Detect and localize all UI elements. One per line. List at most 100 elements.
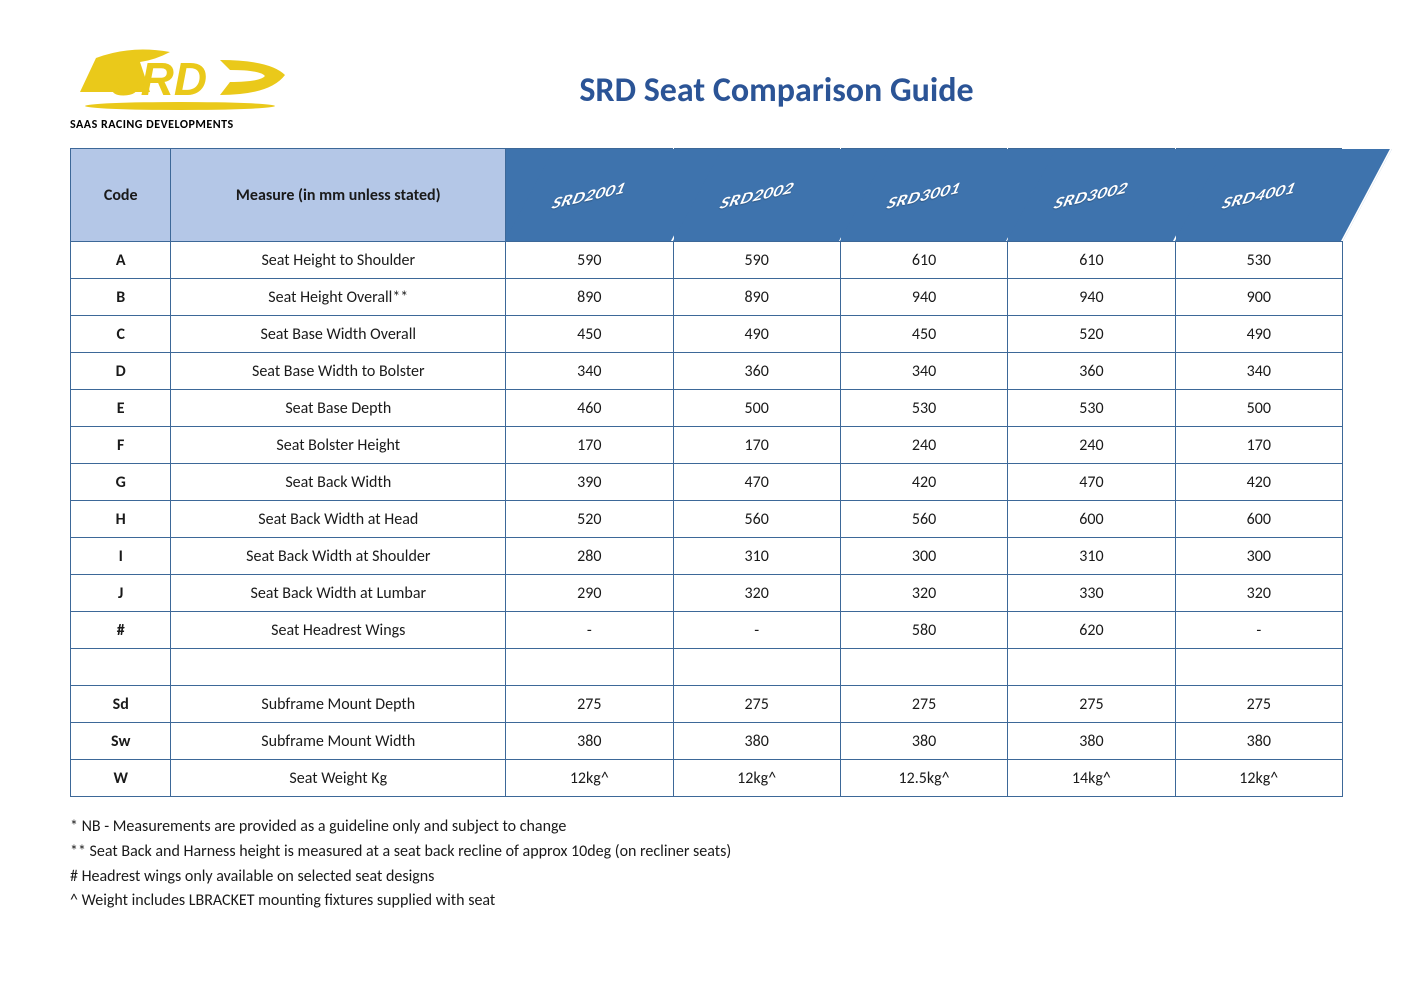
svg-text:SRD: SRD: [110, 53, 207, 105]
cell-value: 520: [506, 501, 673, 538]
cell-code: D: [71, 353, 171, 390]
cell-value: 12kg^: [506, 760, 673, 797]
header-product: SRD3002: [1008, 149, 1175, 242]
cell-value: [1175, 649, 1342, 686]
cell-value: 940: [1008, 279, 1175, 316]
header-product: SRD2002: [673, 149, 840, 242]
cell-value: 240: [1008, 427, 1175, 464]
cell-value: 560: [840, 501, 1007, 538]
cell-value: 275: [1008, 686, 1175, 723]
table-row: HSeat Back Width at Head520560560600600: [71, 501, 1343, 538]
table-row: GSeat Back Width390470420470420: [71, 464, 1343, 501]
cell-value: 450: [840, 316, 1007, 353]
table-row: WSeat Weight Kg12kg^12kg^12.5kg^14kg^12k…: [71, 760, 1343, 797]
cell-value: 12kg^: [1175, 760, 1342, 797]
cell-value: 360: [673, 353, 840, 390]
cell-value: 890: [673, 279, 840, 316]
cell-measure: Seat Back Width: [171, 464, 506, 501]
table-row: ESeat Base Depth460500530530500: [71, 390, 1343, 427]
table-row: BSeat Height Overall**890890940940900: [71, 279, 1343, 316]
cell-value: 380: [1008, 723, 1175, 760]
cell-measure: Seat Back Width at Shoulder: [171, 538, 506, 575]
cell-value: 530: [840, 390, 1007, 427]
cell-value: 280: [506, 538, 673, 575]
cell-value: 620: [1008, 612, 1175, 649]
cell-code: W: [71, 760, 171, 797]
cell-value: [506, 649, 673, 686]
cell-value: 530: [1008, 390, 1175, 427]
cell-measure: Seat Bolster Height: [171, 427, 506, 464]
cell-value: 940: [840, 279, 1007, 316]
cell-value: -: [673, 612, 840, 649]
cell-code: E: [71, 390, 171, 427]
table-row: CSeat Base Width Overall450490450520490: [71, 316, 1343, 353]
cell-measure: Seat Base Depth: [171, 390, 506, 427]
cell-measure: Seat Base Width to Bolster: [171, 353, 506, 390]
cell-measure: [171, 649, 506, 686]
cell-value: 380: [506, 723, 673, 760]
cell-code: #: [71, 612, 171, 649]
cell-measure: Subframe Mount Width: [171, 723, 506, 760]
cell-code: [71, 649, 171, 686]
footnote: # Headrest wings only available on selec…: [70, 865, 1343, 890]
cell-value: 420: [1175, 464, 1342, 501]
footnotes: * NB - Measurements are provided as a gu…: [70, 815, 1343, 914]
cell-code: C: [71, 316, 171, 353]
table-row: ISeat Back Width at Shoulder280310300310…: [71, 538, 1343, 575]
cell-value: 460: [506, 390, 673, 427]
cell-value: 390: [506, 464, 673, 501]
footnote: ^ Weight includes LBRACKET mounting fixt…: [70, 889, 1343, 914]
table-row: [71, 649, 1343, 686]
cell-code: J: [71, 575, 171, 612]
cell-value: 340: [1175, 353, 1342, 390]
cell-value: 275: [673, 686, 840, 723]
cell-value: 290: [506, 575, 673, 612]
cell-measure: Seat Headrest Wings: [171, 612, 506, 649]
srd-logo-icon: SRD: [70, 40, 310, 120]
cell-measure: Subframe Mount Depth: [171, 686, 506, 723]
cell-value: 380: [840, 723, 1007, 760]
cell-value: 300: [840, 538, 1007, 575]
cell-value: 470: [673, 464, 840, 501]
header: SRD SAAS RACING DEVELOPMENTS SRD Seat Co…: [70, 40, 1343, 140]
header-product: SRD3001: [840, 149, 1007, 242]
page-title: SRD Seat Comparison Guide: [370, 70, 1343, 111]
cell-value: 490: [1175, 316, 1342, 353]
cell-code: F: [71, 427, 171, 464]
cell-value: 600: [1008, 501, 1175, 538]
cell-value: 420: [840, 464, 1007, 501]
footnote: * NB - Measurements are provided as a gu…: [70, 815, 1343, 840]
footnote: ** Seat Back and Harness height is measu…: [70, 840, 1343, 865]
cell-code: A: [71, 242, 171, 279]
brand-logo: SRD SAAS RACING DEVELOPMENTS: [70, 40, 310, 140]
cell-value: 320: [673, 575, 840, 612]
cell-value: 560: [673, 501, 840, 538]
cell-value: 170: [506, 427, 673, 464]
cell-code: Sd: [71, 686, 171, 723]
cell-value: 275: [506, 686, 673, 723]
cell-value: 380: [1175, 723, 1342, 760]
cell-code: B: [71, 279, 171, 316]
cell-value: 310: [673, 538, 840, 575]
cell-value: 320: [840, 575, 1007, 612]
brand-tagline: SAAS RACING DEVELOPMENTS: [70, 118, 234, 132]
header-product: SRD4001: [1175, 149, 1342, 242]
cell-value: 275: [840, 686, 1007, 723]
table-row: SwSubframe Mount Width380380380380380: [71, 723, 1343, 760]
header-product: SRD2001: [506, 149, 673, 242]
cell-value: 340: [840, 353, 1007, 390]
cell-value: 520: [1008, 316, 1175, 353]
cell-value: 240: [840, 427, 1007, 464]
cell-value: 890: [506, 279, 673, 316]
cell-value: 450: [506, 316, 673, 353]
cell-code: I: [71, 538, 171, 575]
cell-value: 500: [1175, 390, 1342, 427]
cell-value: 500: [673, 390, 840, 427]
cell-value: 340: [506, 353, 673, 390]
cell-value: -: [506, 612, 673, 649]
table-row: FSeat Bolster Height170170240240170: [71, 427, 1343, 464]
cell-value: 12kg^: [673, 760, 840, 797]
cell-measure: Seat Weight Kg: [171, 760, 506, 797]
cell-value: 300: [1175, 538, 1342, 575]
page: SRD SAAS RACING DEVELOPMENTS SRD Seat Co…: [0, 0, 1413, 1000]
